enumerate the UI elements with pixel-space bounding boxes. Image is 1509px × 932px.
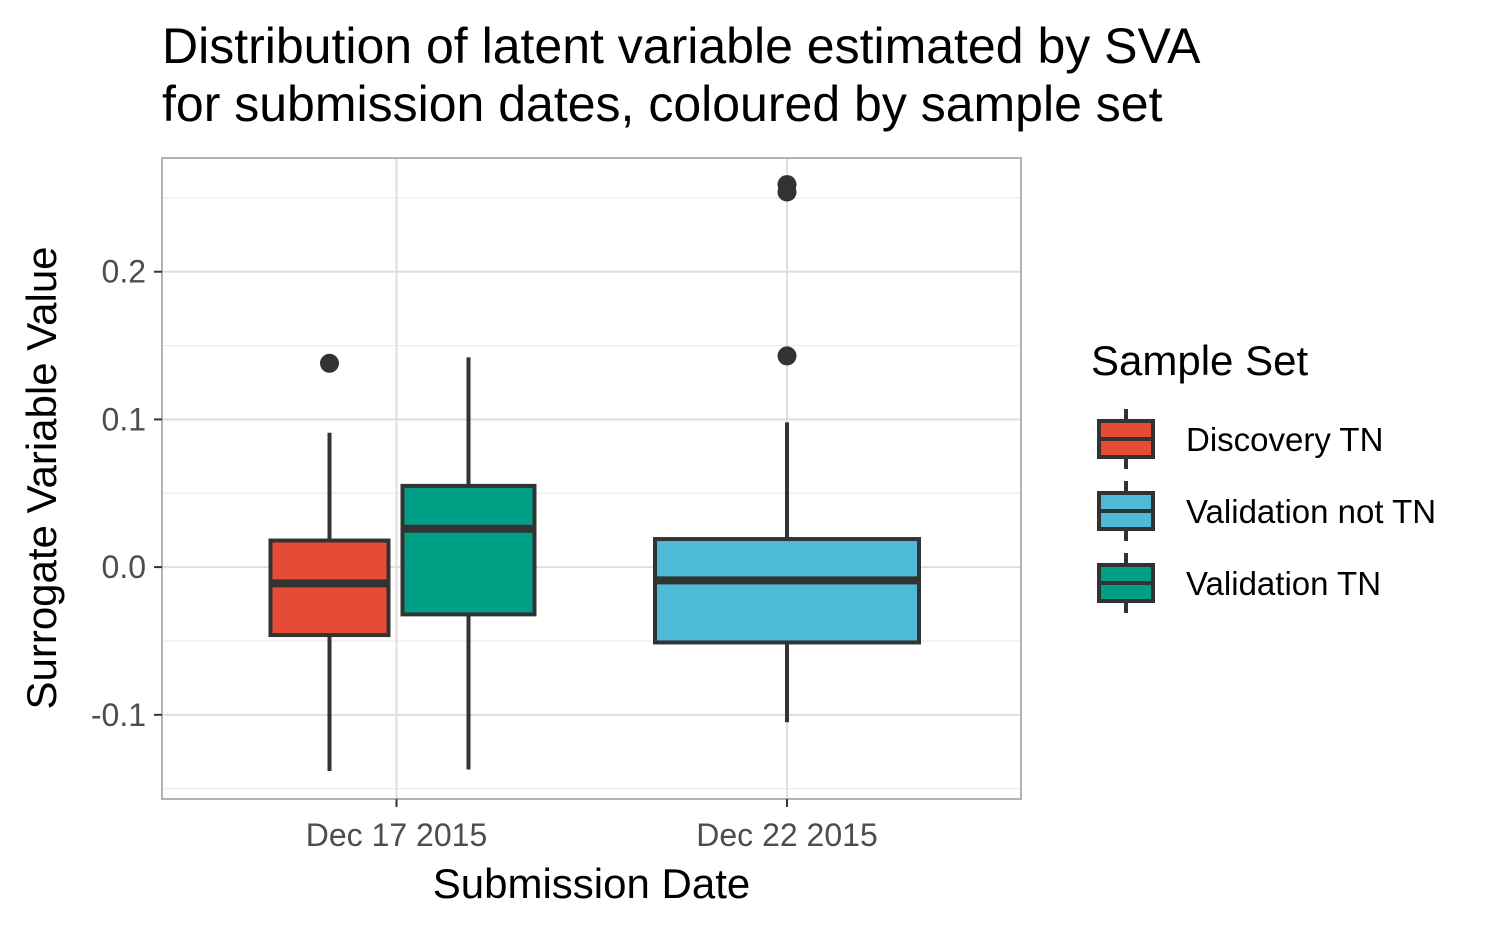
box	[653, 537, 921, 645]
x-axis-title: Submission Date	[433, 860, 750, 907]
plot-panel	[162, 158, 1021, 799]
chart-title: Distribution of latent variable estimate…	[162, 18, 1201, 132]
outlier-point	[777, 182, 797, 202]
boxplots	[268, 175, 921, 771]
legend-item-validation-tn: Validation TN	[1097, 553, 1381, 613]
outlier-point	[320, 353, 339, 373]
chart-title-line-2: for submission dates, coloured by sample…	[162, 76, 1163, 132]
outlier-point	[777, 346, 797, 366]
legend-label: Discovery TN	[1186, 421, 1383, 458]
boxplot-validation-tn	[400, 357, 537, 770]
boxplot-validation-not-tn	[653, 175, 921, 723]
y-tick-label: -0.1	[91, 697, 146, 733]
y-tick-label: 0.2	[102, 254, 146, 290]
boxplot-discovery-tn	[268, 353, 391, 771]
axes: -0.1 0.0 0.1 0.2 Dec 17 2015 Dec 22 2015	[91, 254, 878, 853]
panel-border	[161, 157, 1022, 800]
y-axis-title: Surrogate Variable Value	[18, 246, 65, 709]
legend-title: Sample Set	[1091, 337, 1308, 384]
x-tick-label: Dec 17 2015	[306, 817, 487, 853]
box	[400, 483, 537, 617]
legend-label: Validation not TN	[1186, 493, 1436, 530]
y-tick-label: 0.1	[102, 401, 146, 437]
legend-item-validation-not-tn: Validation not TN	[1097, 481, 1436, 541]
legend: Sample Set Discovery TN Validation not TN…	[1091, 337, 1436, 613]
box	[268, 538, 391, 638]
x-tick-label: Dec 22 2015	[696, 817, 877, 853]
legend-label: Validation TN	[1186, 565, 1381, 602]
y-tick-label: 0.0	[102, 549, 146, 585]
chart-title-line-1: Distribution of latent variable estimate…	[162, 18, 1201, 74]
legend-item-discovery-tn: Discovery TN	[1097, 409, 1383, 469]
